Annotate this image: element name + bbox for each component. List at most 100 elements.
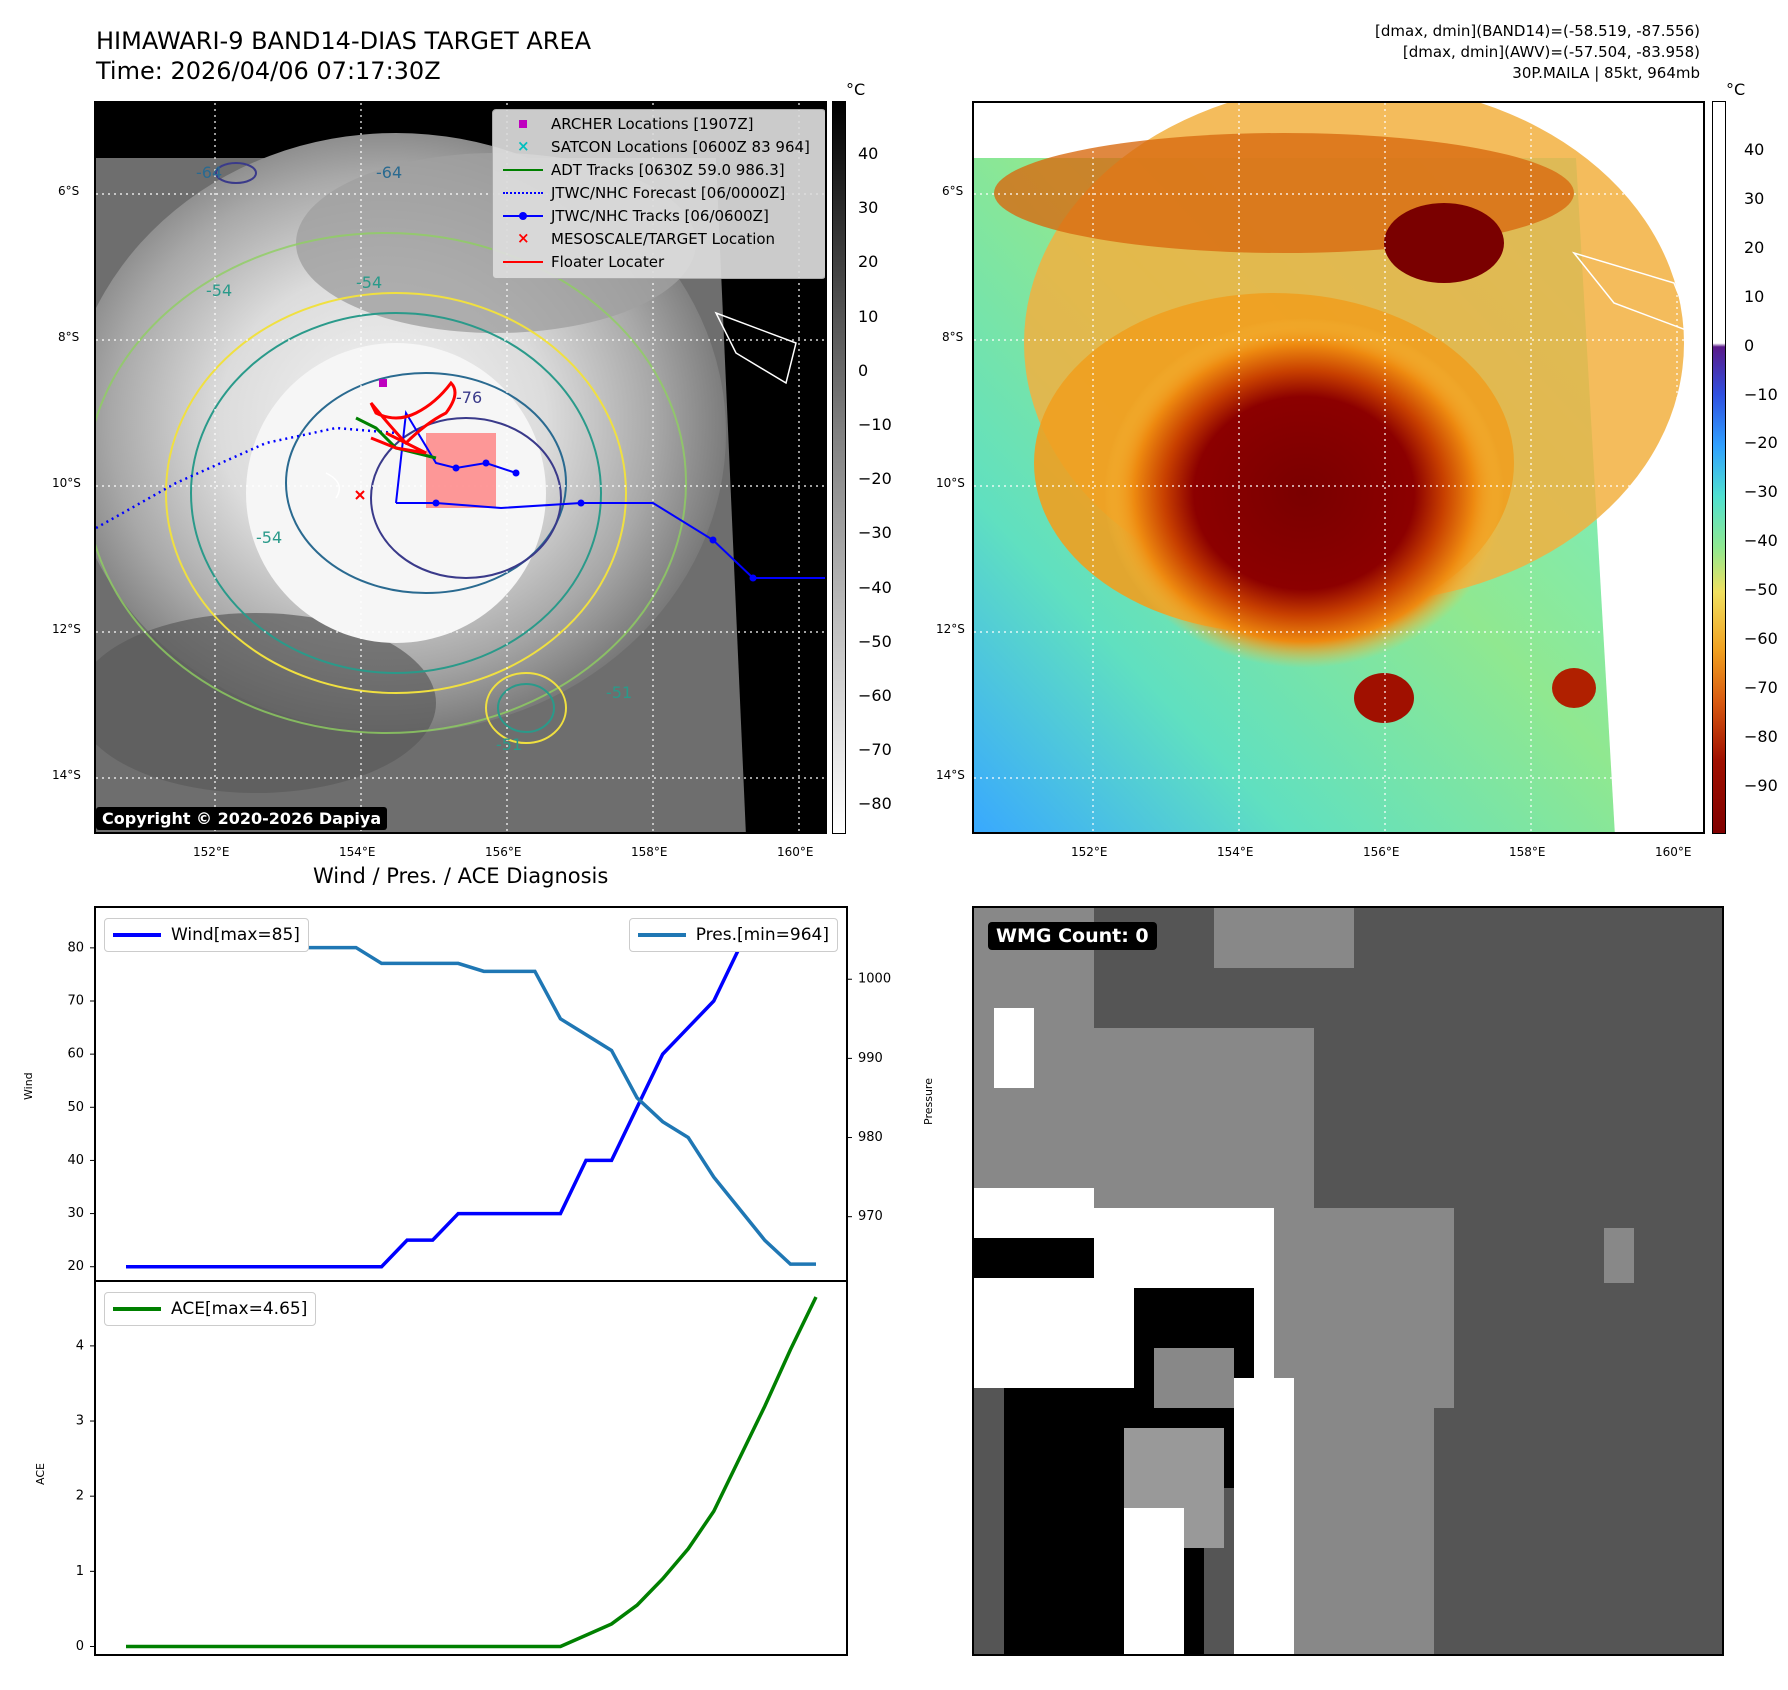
colorbar-tick: −60 [858,686,892,705]
band14-map-image [96,103,825,832]
colorbar-tick: −50 [1744,580,1778,600]
figure-title-line2: Time: 2026/04/06 07:17:30Z [96,57,441,85]
colorbar-tick: −40 [858,577,892,597]
contour-label: -64 [196,163,223,182]
pressure-tick-label: 970 [858,1209,883,1224]
lat-tick: 8°S [58,330,80,344]
wind-tick-label: 70 [67,994,84,1009]
colorbar-tick: −90 [1744,775,1778,795]
lat-tick: 8°S [942,330,964,344]
legend-item-archer: ARCHER Locations [1907Z] [503,114,754,134]
wmg-image [974,908,1634,1654]
pressure-series-line [126,937,816,1266]
lat-tick: 12°S [52,622,81,636]
ace-series-line [126,1296,818,1649]
lat-tick: 14°S [936,768,965,782]
copyright-badge: Copyright © 2020-2026 Dapiya [96,807,388,830]
colorbar-left [832,101,846,834]
wind-axis-label: Wind [22,1072,35,1100]
colorbar-tick: −70 [858,740,892,760]
lat-tick: 10°S [936,476,965,490]
pressure-tick-label: 980 [858,1130,883,1145]
wind-tick-label: 40 [67,1153,84,1168]
legend-item-satcon: × SATCON Locations [0600Z 83 964] [517,137,810,156]
colorbar-tick: 20 [1744,237,1765,257]
colorbar-tick: 40 [858,144,879,163]
colorbar-right-unit: °C [1726,80,1746,99]
contour-label: -54 [256,528,283,547]
colorbar-tick: 30 [858,198,879,218]
wind-pressure-panel: 80 70 60 50 40 30 20 1000 990 980 970 Wind[max=85]… [67,906,891,1282]
colorbar-tick: 10 [1744,286,1765,306]
ace-panel: 4 3 2 1 0 ACE[max=4.65] [76,1280,848,1656]
colorbar-tick: −10 [1744,384,1778,404]
lon-tick: 160°E [1655,845,1692,859]
lat-tick: 12°S [936,622,965,636]
colorbar-tick: −30 [858,523,892,543]
lat-tick: 14°S [52,768,81,782]
lon-tick: 158°E [1509,845,1546,859]
colorbar-tick: −30 [1744,482,1778,502]
colorbar-tick: −40 [1744,531,1778,551]
colorbar-tick: 20 [858,252,879,272]
diagnosis-title: Wind / Pres. / ACE Diagnosis [313,864,609,888]
wind-pressure-plot: 80 70 60 50 40 30 20 1000 990 980 970 [67,919,891,1274]
wind-tick-label: 30 [67,1206,84,1221]
wmg-panel: WMG Count: 0 [972,906,1724,1656]
figure-title-line1: HIMAWARI-9 BAND14-DIAS TARGET AREA [96,27,592,55]
ace-tick-label: 4 [76,1338,84,1353]
lat-tick: 10°S [52,476,81,490]
contour-label: -54 [206,281,233,300]
pressure-tick-label: 990 [858,1051,883,1066]
lon-tick: 156°E [1363,845,1400,859]
band14-map-panel: -64 -64 -54 -54 -76 -54 -51 -51 ARCHER L… [94,101,827,834]
lon-tick: 152°E [1071,845,1108,859]
lon-tick: 156°E [485,845,522,859]
colorbar-tick: −20 [1744,433,1778,453]
colorbar-tick: −50 [858,631,892,651]
ace-legend: ACE[max=4.65] [104,1292,317,1326]
legend-item-mesoscale: × MESOSCALE/TARGET Location [517,229,776,248]
info-awv-range: [dmax, dmin](AWV)=(-57.504, -83.958) [1402,43,1700,61]
legend-item-floater: Floater Locater [503,252,664,272]
info-storm-id: 30P.MAILA | 85kt, 964mb [1512,64,1700,82]
colorbar-left-unit: °C [846,80,866,99]
colorbar-right [1712,101,1726,834]
ace-plot: 4 3 2 1 0 [76,1296,818,1654]
colorbar-tick: 30 [1744,188,1765,208]
lon-tick: 160°E [777,845,814,859]
contour-label: -76 [456,388,483,407]
pressure-tick-label: 1000 [858,972,891,987]
colorbar-tick: −80 [1744,726,1778,746]
wind-tick-label: 80 [67,940,84,955]
contour-label: -51 [496,735,523,754]
colorbar-tick: 0 [858,360,869,380]
awv-map-image [974,103,1703,832]
ace-tick-label: 3 [76,1414,84,1429]
ace-tick-label: 1 [76,1564,84,1579]
pressure-axis-label: Pressure [922,1078,935,1125]
ace-axis-label: ACE [34,1463,47,1485]
awv-map-panel [972,101,1705,834]
pressure-legend: Pres.[min=964] [628,918,838,952]
ace-tick-label: 2 [76,1489,84,1504]
lon-tick: 152°E [193,845,230,859]
lon-tick: 154°E [339,845,376,859]
ace-tick-label: 0 [76,1639,84,1654]
contour-label: -54 [356,273,383,292]
contour-label: -64 [376,163,403,182]
lon-tick: 154°E [1217,845,1254,859]
colorbar-tick: 0 [1744,335,1755,355]
legend-item-jtwc-tracks: JTWC/NHC Tracks [06/0600Z] [503,206,769,226]
contour-label: -51 [606,683,633,702]
colorbar-tick: −20 [858,469,892,489]
colorbar-tick: −10 [858,415,892,434]
wmg-count-badge: WMG Count: 0 [988,922,1157,950]
lat-tick: 6°S [942,184,964,198]
wind-tick-label: 20 [67,1259,84,1274]
lon-tick: 158°E [631,845,668,859]
lat-tick: 6°S [58,184,80,198]
colorbar-tick: 10 [858,306,879,326]
colorbar-tick: 40 [1744,140,1765,159]
colorbar-tick: −60 [1744,629,1778,648]
